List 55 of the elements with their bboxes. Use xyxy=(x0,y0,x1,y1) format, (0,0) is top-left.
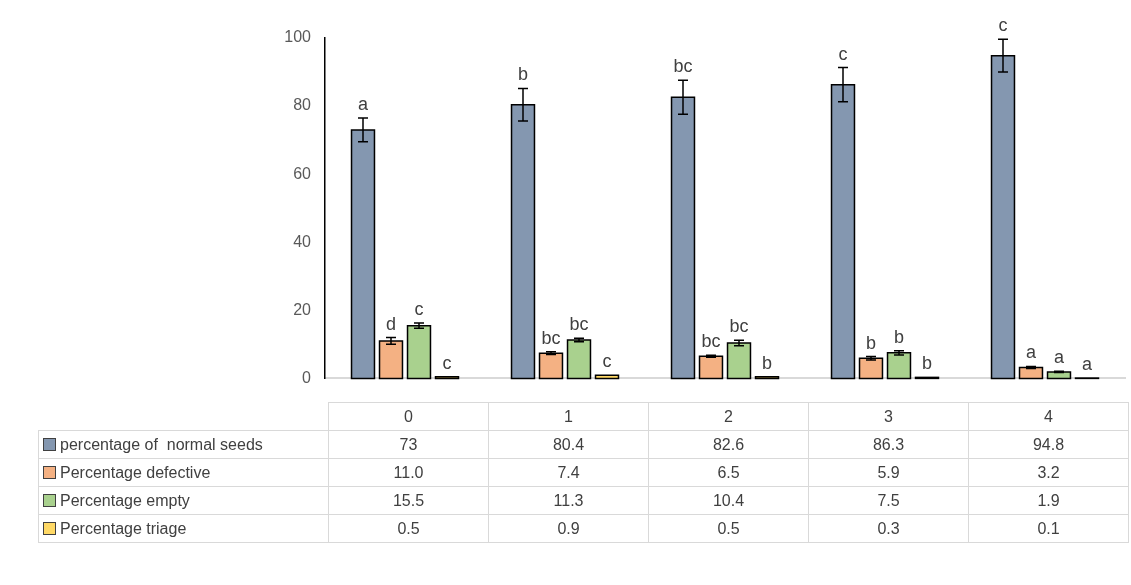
x-tick-label: 0 xyxy=(328,402,489,431)
data-label: 11.0 xyxy=(328,458,489,487)
y-tick-label: 100 xyxy=(284,28,312,46)
annotation: bc xyxy=(729,316,749,337)
annotation: c xyxy=(602,351,612,372)
data-label: 10.4 xyxy=(648,486,809,515)
x-tick-label: 3 xyxy=(808,402,969,431)
data-label: 0.3 xyxy=(808,514,969,543)
annotation: a xyxy=(357,93,369,114)
data-label: 11.3 xyxy=(488,486,649,515)
x-tick-label: 1 xyxy=(488,402,649,431)
data-label: 0.1 xyxy=(968,514,1129,543)
y-tick-label: 40 xyxy=(293,232,312,250)
data-label: 3.2 xyxy=(968,458,1129,487)
y-tick-label: 80 xyxy=(293,96,312,114)
data-label: 1.9 xyxy=(968,486,1129,515)
text: c xyxy=(998,15,1008,36)
annotation: bc xyxy=(701,331,721,352)
data-label: 86.3 xyxy=(808,430,969,459)
legend-label: percentage of normal seeds xyxy=(60,435,263,453)
legend-label: Percentage empty xyxy=(60,491,190,509)
annotation: bc xyxy=(673,56,693,77)
data-label: 0.5 xyxy=(648,514,809,543)
annotation: c xyxy=(838,43,848,64)
annotation: a xyxy=(1053,347,1065,368)
annotation: a xyxy=(1081,354,1093,375)
annotation: b xyxy=(517,64,529,85)
data-label: 7.4 xyxy=(488,458,649,487)
annotation: a xyxy=(1025,342,1037,363)
annotation: bc xyxy=(569,314,589,335)
data-label: 0.9 xyxy=(488,514,649,543)
annotation: bc xyxy=(541,327,561,348)
annotation: c xyxy=(442,352,452,373)
data-label: 73 xyxy=(328,430,489,459)
annotation: c xyxy=(414,298,424,319)
annotation: b xyxy=(865,332,877,353)
data-label: 0.5 xyxy=(328,514,489,543)
annotation: b xyxy=(921,353,933,374)
data-label: 80.4 xyxy=(488,430,649,459)
data-label: 5.9 xyxy=(808,458,969,487)
legend-label: Percentage triage xyxy=(60,519,187,537)
data-label: 15.5 xyxy=(328,486,489,515)
legend-label: Percentage defective xyxy=(60,463,211,481)
data-label: 82.6 xyxy=(648,430,809,459)
x-tick-label: 2 xyxy=(648,402,809,431)
y-tick-label: 0 xyxy=(302,368,312,386)
annotation: b xyxy=(761,352,773,373)
y-tick-label: 20 xyxy=(293,300,312,318)
x-tick-label: 4 xyxy=(968,402,1129,431)
annotation: b xyxy=(893,326,905,347)
data-label: 7.5 xyxy=(808,486,969,515)
data-label: 6.5 xyxy=(648,458,809,487)
annotation: d xyxy=(385,313,397,334)
y-tick-label: 60 xyxy=(293,164,312,182)
data-label: 94.8 xyxy=(968,430,1129,459)
